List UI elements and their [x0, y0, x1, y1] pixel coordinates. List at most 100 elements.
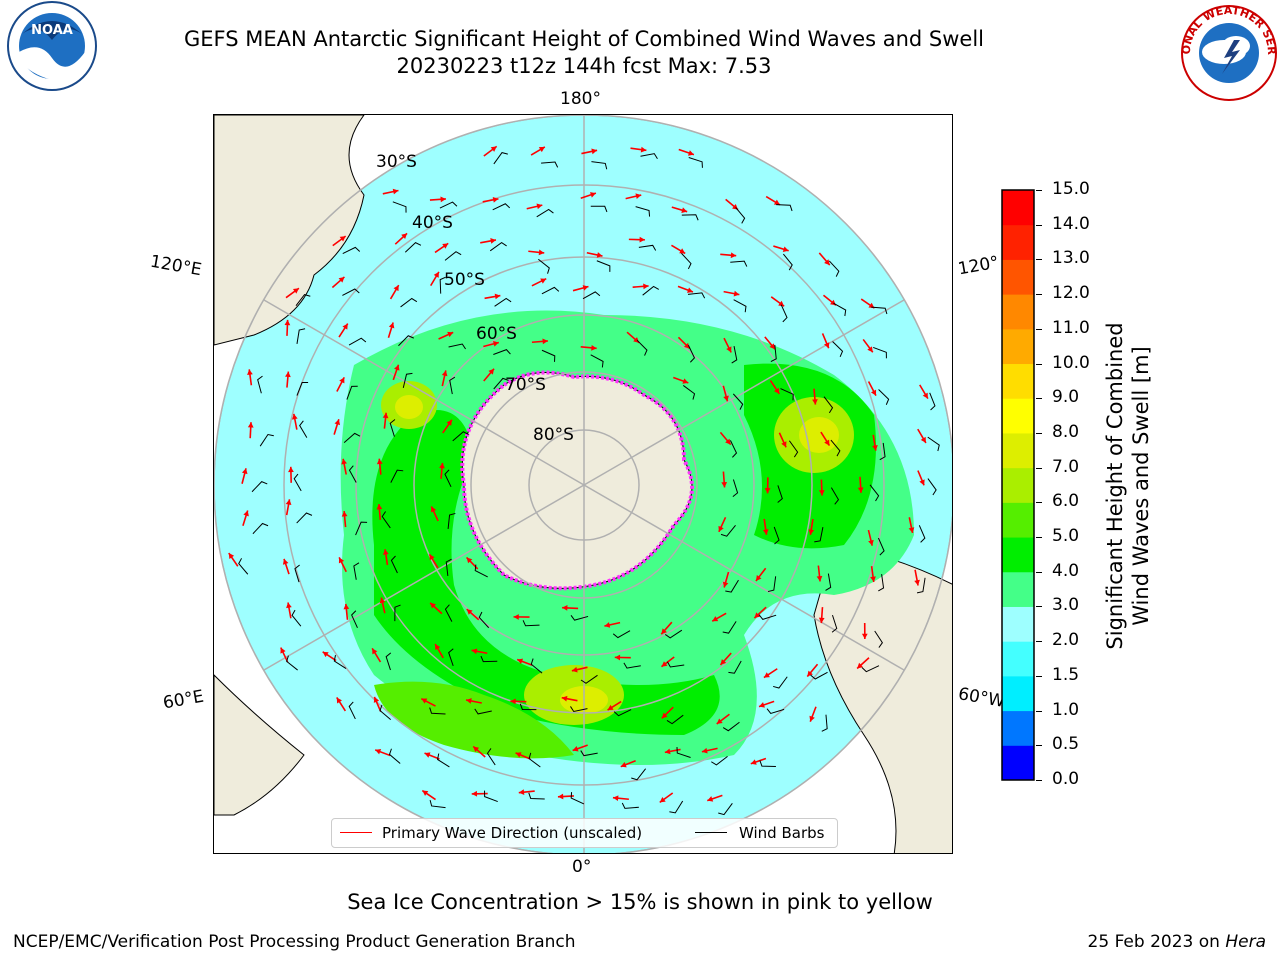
footer-date: 25 Feb 2023 on Hera	[1088, 932, 1266, 952]
colorbar-tick-label: 12.0	[1052, 283, 1090, 304]
wave-arrow-head	[807, 670, 813, 677]
wave-arrow-head	[661, 661, 668, 667]
wave-legend-line	[340, 832, 372, 833]
wind-barb	[612, 630, 631, 639]
wind-barb	[447, 512, 456, 529]
wave-arrow-head	[712, 616, 719, 622]
wind-barb	[728, 660, 742, 674]
wind-barb	[869, 484, 880, 502]
wave-legend-label: Primary Wave Direction (unscaled)	[382, 824, 643, 842]
wave-arrow-head	[435, 644, 441, 651]
wind-barb	[353, 562, 360, 580]
colorbar-segment	[1002, 641, 1034, 677]
wind-barb	[814, 527, 824, 543]
wind-barb	[759, 760, 776, 768]
colorbar-segment	[1002, 606, 1034, 642]
wind-barb	[296, 328, 306, 344]
wave-arrow-head	[824, 439, 830, 446]
wave-arrow-head	[515, 752, 522, 758]
wave-arrow-head	[818, 617, 825, 624]
wave-arrow-head	[286, 602, 292, 609]
wind-barb	[348, 465, 357, 483]
wave-arrow-head	[339, 236, 346, 242]
wind-barb	[355, 521, 368, 536]
wind-barb	[346, 385, 358, 400]
wind-barb	[478, 611, 490, 629]
wave-arrow-head	[759, 702, 765, 708]
wave-arrow-head	[285, 499, 292, 505]
wind-barb	[402, 372, 413, 388]
wind-barb	[758, 614, 777, 620]
wind-barb	[296, 382, 309, 396]
colorbar-segment	[1002, 224, 1034, 260]
wave-arrow-head	[763, 672, 770, 678]
wind-barb	[580, 750, 598, 757]
wind-barb	[828, 260, 840, 277]
wind-barb	[927, 478, 937, 496]
wind-barb	[682, 385, 696, 400]
lon-label-60w: 60°W	[956, 684, 1007, 712]
colorbar-tick-label: 7.0	[1052, 456, 1080, 477]
wind-barb	[788, 440, 799, 458]
wave-arrow-head	[809, 715, 815, 722]
wave-arrow-head	[338, 276, 345, 283]
wave-arrow-head	[557, 793, 564, 800]
wave-arrow-head	[914, 579, 920, 586]
wind-barb	[731, 346, 738, 364]
wave-arrow-head	[243, 510, 249, 517]
wind-barb	[833, 302, 847, 317]
wave-arrow-head	[339, 377, 345, 384]
wave-arrow-head	[769, 343, 776, 350]
wave-arrow-head	[228, 553, 235, 560]
wind-barb	[590, 205, 608, 213]
wind-barb	[821, 714, 828, 732]
colorbar-tick	[1036, 675, 1042, 677]
wave-arrow-head	[639, 236, 645, 243]
wind-barb	[810, 671, 828, 680]
wind-barb	[873, 346, 887, 359]
colorbar-tick	[1036, 259, 1042, 261]
wind-barb	[398, 335, 414, 347]
wind-barb	[879, 442, 886, 461]
wind-barb	[681, 214, 699, 221]
wave-arrow-head	[282, 558, 289, 565]
wave-arrow-head	[466, 557, 473, 564]
wave-arrow-head	[440, 196, 446, 203]
lon-label-120w: 120°	[956, 252, 1001, 280]
wave-arrow-head	[471, 648, 478, 655]
wave-arrow-head	[429, 554, 435, 561]
wave-arrow-head	[857, 487, 864, 493]
wave-arrow-head	[490, 238, 496, 244]
wind-barb	[918, 525, 926, 543]
wind-barb	[720, 524, 736, 537]
wind-barb	[831, 614, 838, 633]
wind-barb	[664, 629, 683, 639]
wave-arrow-head	[466, 609, 473, 615]
wind-barb	[429, 707, 446, 715]
wave-arrow-head	[488, 368, 495, 375]
wave-arrow-head	[614, 654, 621, 661]
colorbar-tick	[1036, 467, 1042, 469]
wind-barb	[590, 354, 604, 368]
lat-label-60s: 60°S	[476, 324, 517, 344]
wave-arrow-head	[494, 293, 501, 300]
wave-arrow-head	[782, 246, 789, 252]
wave-arrow-head	[510, 698, 516, 705]
wind-barb	[570, 706, 588, 713]
wind-barb	[711, 755, 728, 766]
lat-label-30s: 30°S	[376, 152, 417, 172]
lon-label-60e: 60°E	[161, 686, 206, 714]
wave-arrow-head	[726, 346, 732, 353]
wave-arrow-head	[596, 252, 603, 258]
colorbar-title-line2: Wind Waves and Swell [m]	[1129, 346, 1153, 626]
wind-barb	[494, 297, 512, 307]
wind-barb	[591, 161, 608, 170]
wind-barb	[638, 244, 657, 251]
wind-barb	[666, 661, 685, 668]
wave-arrow-head	[661, 712, 668, 719]
wind-barb	[404, 242, 422, 253]
wind-barb	[830, 439, 841, 457]
lat-label-50s: 50°S	[444, 270, 485, 290]
colorbar-tick-label: 14.0	[1052, 213, 1090, 234]
wave-arrow-head	[612, 795, 619, 802]
